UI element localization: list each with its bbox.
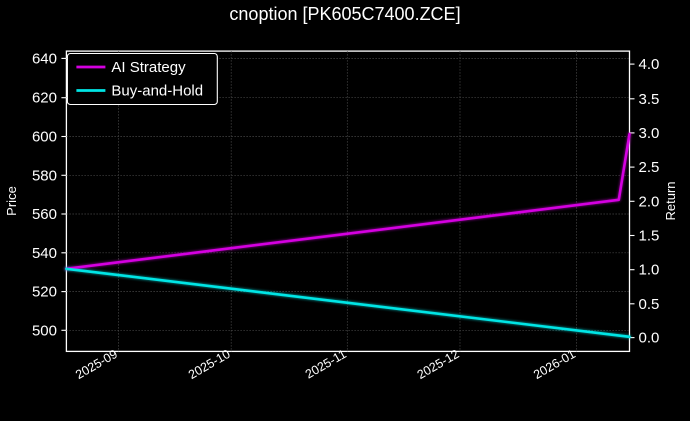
svg-text:0.0: 0.0 xyxy=(639,330,660,347)
svg-text:640: 640 xyxy=(32,50,57,67)
svg-text:4.0: 4.0 xyxy=(639,56,660,73)
svg-text:600: 600 xyxy=(32,129,57,146)
svg-text:3.0: 3.0 xyxy=(639,125,660,142)
svg-text:2.5: 2.5 xyxy=(639,159,660,176)
svg-text:580: 580 xyxy=(32,167,57,184)
svg-text:Return: Return xyxy=(663,181,678,220)
svg-text:Buy-and-Hold: Buy-and-Hold xyxy=(111,83,203,100)
svg-text:cnoption [PK605C7400.ZCE]: cnoption [PK605C7400.ZCE] xyxy=(229,4,460,24)
svg-text:AI Strategy: AI Strategy xyxy=(111,59,186,76)
svg-text:2.0: 2.0 xyxy=(639,193,660,210)
svg-text:500: 500 xyxy=(32,322,57,339)
svg-text:540: 540 xyxy=(32,245,57,262)
svg-text:1.5: 1.5 xyxy=(639,228,660,245)
svg-text:520: 520 xyxy=(32,284,57,301)
svg-text:560: 560 xyxy=(32,206,57,223)
svg-text:3.5: 3.5 xyxy=(639,91,660,108)
svg-text:0.5: 0.5 xyxy=(639,296,660,313)
svg-text:1.0: 1.0 xyxy=(639,262,660,279)
svg-text:620: 620 xyxy=(32,90,57,107)
svg-text:Price: Price xyxy=(4,186,19,216)
